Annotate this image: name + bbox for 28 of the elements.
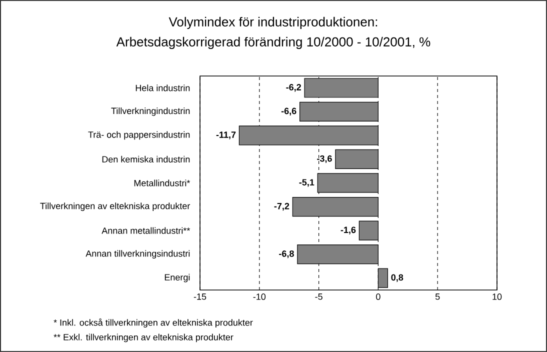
data-label: -6,8 (279, 250, 294, 258)
x-tick-label: -10 (253, 294, 266, 300)
y-tick-label: Annan metallindustri** (102, 227, 190, 234)
y-tick-label: Annan tillverkningsindustri (86, 250, 190, 259)
x-tick-label: -5 (315, 294, 322, 300)
chart-subtitle: Arbetsdagskorrigerad förändring 10/2000 - 10/2001, % (116, 36, 430, 50)
x-tick-label: 5 (435, 294, 440, 300)
y-tick-label: Hela industrin (136, 84, 190, 92)
y-tick-label: Trä- och pappersindustrin (88, 131, 190, 140)
text: * Inkl. också tillverkningen av eltekniska produkter (54, 318, 253, 328)
text: ** Exkl. tillverkningen av eltekniska produkter (54, 334, 234, 342)
data-label: -5,1 (299, 179, 314, 187)
data-label: -11,7 (216, 132, 236, 140)
data-label: -3,6 (317, 155, 332, 164)
data-label: -6,6 (281, 108, 296, 116)
y-tick-label: Tillverkningen av eltekniska produkter (40, 202, 190, 211)
data-label: -1,6 (340, 226, 356, 234)
y-tick-label: Den kemiska industrin (102, 156, 190, 163)
x-tick-label: 10 (492, 294, 502, 300)
y-tick-label: Metallindustri* (134, 180, 190, 186)
data-label: -7,2 (274, 202, 290, 211)
y-tick-label: Energi (164, 274, 190, 282)
chart-title: Volymindex för industriproduktionen: (168, 16, 378, 30)
x-tick-label: 0 (376, 294, 380, 300)
data-label: -6,2 (286, 84, 301, 92)
x-tick-label: -15 (194, 294, 206, 300)
data-label: 0,8 (391, 274, 404, 282)
y-tick-label: Tillverkningindustrin (111, 107, 190, 116)
